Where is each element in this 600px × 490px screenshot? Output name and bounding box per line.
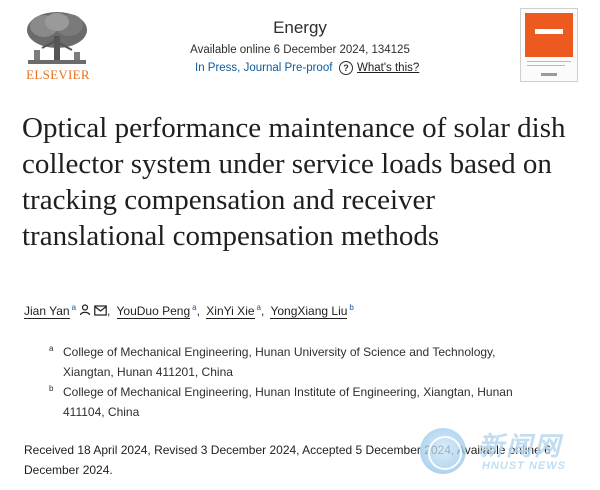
author-link[interactable]: YouDuo Peng [116, 304, 191, 319]
logo-ring [428, 436, 462, 470]
affiliation-text: College of Mechanical Engineering, Hunan… [63, 385, 513, 419]
author-affiliation-sup: a [192, 303, 197, 312]
affiliation-text: College of Mechanical Engineering, Hunan… [63, 345, 496, 379]
cover-title-bar [535, 29, 563, 34]
author-list: Jian Yan a, YouDuo Peng a, XinYi Xie a, Yon… [24, 303, 354, 319]
author-affiliation-sup: b [349, 303, 354, 312]
whats-this-link[interactable]: What's this? [357, 62, 420, 74]
affiliation-label: b [49, 384, 54, 393]
elsevier-tree-logo [22, 10, 92, 68]
hnust-news-watermark: 新闻网 HNUST NEWS [420, 424, 592, 484]
article-history: Received 18 April 2024, Revised 3 Decemb… [24, 443, 551, 477]
watermark-english-text: HNUST NEWS [482, 460, 566, 472]
article-title: Optical performance maintenance of solar… [22, 112, 566, 252]
question-circle-icon[interactable]: ? [339, 61, 353, 75]
envelope-icon[interactable] [94, 305, 107, 316]
person-icon [79, 304, 91, 316]
author-link[interactable]: YongXiang Liu [270, 304, 348, 319]
journal-cover-thumbnail[interactable] [520, 8, 578, 82]
cover-line [527, 65, 565, 66]
cover-line [527, 61, 571, 62]
cover-footer [541, 73, 557, 76]
author-affiliation-sup: a [256, 303, 261, 312]
availability-line: Available online 6 December 2024, 134125 [190, 44, 410, 56]
journal-name-link[interactable]: Energy [273, 18, 327, 37]
watermark-chinese-text: 新闻网 [478, 431, 563, 461]
elsevier-logo-text: ELSEVIER [26, 67, 90, 82]
author-link[interactable]: Jian Yan [24, 304, 70, 319]
affiliation-label: a [49, 344, 54, 353]
article-status: In Press, Journal Pre-proof [195, 62, 333, 74]
author-affiliation-sup: a [71, 303, 77, 312]
cover-band [525, 13, 573, 57]
author-link[interactable]: XinYi Xie [206, 304, 255, 319]
